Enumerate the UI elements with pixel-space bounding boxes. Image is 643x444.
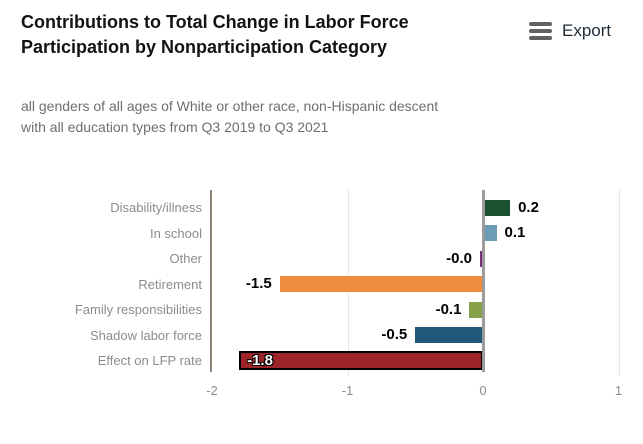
bar[interactable] bbox=[239, 351, 483, 371]
category-label: Shadow labor force bbox=[89, 327, 202, 343]
category-label: Retirement bbox=[138, 276, 202, 292]
bar-value-label: -1.5 bbox=[245, 275, 272, 293]
gridline bbox=[618, 190, 620, 376]
category-label: Other bbox=[169, 251, 202, 266]
bar-value-label: -0.0 bbox=[446, 249, 472, 267]
bar[interactable] bbox=[483, 225, 497, 242]
bar-value-label: -0.1 bbox=[435, 300, 462, 318]
export-button[interactable]: Export bbox=[529, 21, 611, 41]
x-tick-label: 1 bbox=[614, 383, 623, 398]
bar-value-label: -0.5 bbox=[381, 326, 408, 344]
export-label: Export bbox=[562, 21, 612, 40]
x-tick-label: 0 bbox=[479, 383, 487, 398]
bar-value-label: 0.1 bbox=[504, 224, 526, 242]
bar[interactable] bbox=[279, 276, 483, 293]
bar-value-label: 0.2 bbox=[518, 198, 539, 216]
hamburger-menu-icon bbox=[529, 22, 552, 40]
zero-line bbox=[481, 190, 485, 372]
chart-subtitle: all genders of all ages of White or othe… bbox=[21, 98, 439, 135]
category-axis-line bbox=[210, 190, 212, 372]
category-label: Disability/illness bbox=[110, 200, 202, 215]
x-tick-label: -1 bbox=[341, 383, 354, 398]
category-label: Effect on LFP rate bbox=[97, 353, 202, 368]
x-tick-label: -2 bbox=[206, 383, 218, 398]
bar[interactable] bbox=[415, 327, 483, 344]
category-label: Family responsibilities bbox=[74, 302, 202, 317]
chart-title: Contributions to Total Change in Labor F… bbox=[21, 12, 409, 57]
category-label: In school bbox=[149, 225, 202, 241]
bar[interactable] bbox=[483, 199, 511, 216]
bar[interactable] bbox=[469, 301, 483, 318]
bar-value-label: -1.8 bbox=[247, 351, 273, 369]
